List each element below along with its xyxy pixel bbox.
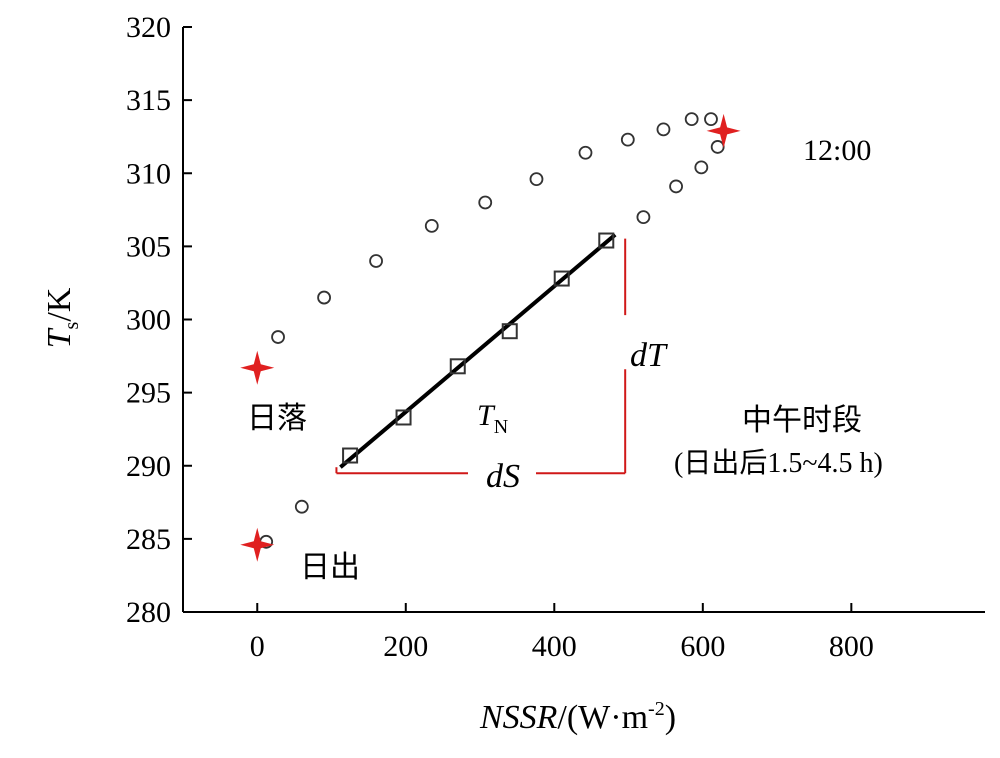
- circle-point: [578, 145, 593, 160]
- x-tick-label: 800: [829, 630, 874, 663]
- y-tick-label: 290: [126, 450, 171, 483]
- noon-label: 12:00: [803, 134, 871, 167]
- y-tick-label: 315: [126, 84, 171, 117]
- square-point: [598, 232, 615, 249]
- x-tick-label: 200: [383, 630, 428, 663]
- circle-point: [710, 140, 725, 154]
- x-axis-title-close: ): [665, 699, 676, 736]
- x-tick-label: 400: [532, 630, 577, 663]
- x-axis-title-unit: /(W·m: [557, 699, 648, 736]
- tn-label-sub: N: [494, 416, 508, 438]
- circle-point: [669, 179, 683, 194]
- x-tick-label: 600: [680, 630, 725, 663]
- dt-label: dT: [630, 337, 668, 374]
- fit-line-group: [339, 233, 617, 469]
- y-tick-label: 320: [126, 11, 171, 44]
- square-point: [553, 270, 570, 287]
- y-axis-title-sub: s: [61, 321, 83, 329]
- sunset-label: 日落: [247, 401, 307, 436]
- highlight-markers: [240, 113, 741, 562]
- circle-point: [636, 210, 651, 225]
- fit-line: [339, 233, 617, 469]
- ds-label: dS: [486, 458, 520, 495]
- noon-marker: [706, 113, 741, 148]
- circle-point: [694, 160, 709, 175]
- circle-point: [656, 122, 671, 137]
- y-axis-title: Ts/K: [41, 287, 83, 348]
- circle-point: [424, 218, 439, 233]
- square-point: [395, 409, 412, 426]
- axis-titles: NSSR/(W·m-2) Ts/K: [41, 287, 676, 736]
- x-tick-label: 0: [250, 630, 265, 663]
- y-tick-label: 285: [126, 523, 171, 556]
- x-axis-title-main: NSSR: [479, 699, 558, 736]
- circle-point: [684, 112, 699, 127]
- circle-point: [620, 132, 635, 147]
- circle-point: [294, 499, 309, 514]
- sunset-marker: [240, 350, 275, 385]
- x-axis-title: NSSR/(W·m-2): [479, 698, 676, 736]
- circle-point: [317, 290, 331, 305]
- square-point: [342, 447, 359, 464]
- circle-point: [271, 330, 285, 344]
- circle-point: [478, 195, 493, 210]
- tn-label-main: T: [477, 399, 496, 432]
- sunrise-label: 日出: [300, 550, 360, 585]
- circle-point: [704, 112, 718, 127]
- x-axis-title-exp: -2: [648, 698, 665, 720]
- period-label-line1: 中午时段: [742, 403, 862, 438]
- y-axis-title-unit: /K: [41, 287, 78, 321]
- square-point: [449, 358, 466, 375]
- guides: [335, 238, 627, 475]
- square-point: [501, 323, 518, 340]
- tn-label: TN: [477, 399, 508, 438]
- y-tick-label: 295: [126, 377, 171, 410]
- marks: [259, 112, 725, 549]
- axes: 280 285 290 295 300 305 310 315 320 0 200 400 600 800: [126, 11, 985, 663]
- y-tick-label: 300: [126, 304, 171, 337]
- circle-point: [369, 254, 383, 268]
- sunrise-marker: [240, 527, 275, 562]
- period-label-line2: (日出后1.5~4.5 h): [674, 447, 883, 479]
- circle-point: [529, 172, 544, 187]
- y-tick-label: 305: [126, 230, 171, 263]
- y-tick-label: 280: [126, 596, 171, 629]
- y-axis-title-main: T: [41, 327, 78, 348]
- annotation-labels: 日落 日出 12:00 dT dS TN 中午时段 (日出后1.5~4.5 h): [247, 134, 883, 585]
- y-tick-label: 310: [126, 157, 171, 190]
